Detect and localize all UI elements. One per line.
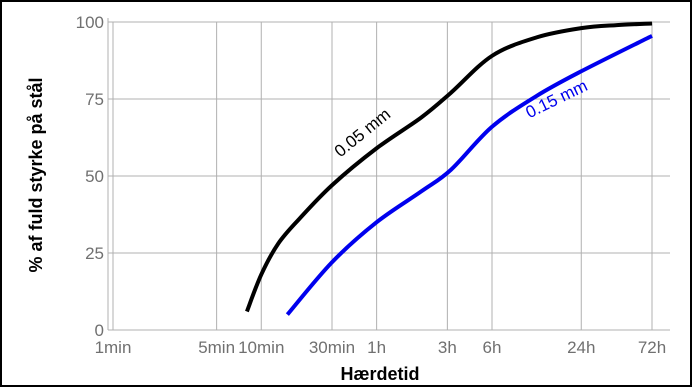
x-tick-label: 5min — [198, 338, 235, 357]
x-tick-label: 10min — [238, 338, 284, 357]
x-tick-label: 1min — [95, 338, 132, 357]
series-layer — [245, 21, 653, 316]
axes: 0 25 50 75 100 1min 5min 10min 30min 1h 3h 6h 24h 72h — [76, 13, 667, 357]
series-line-2 — [285, 34, 653, 316]
grid — [108, 21, 670, 331]
y-tick-label: 0 — [95, 321, 104, 340]
x-tick-label: 3h — [438, 338, 457, 357]
series-line-1 — [245, 21, 653, 313]
y-axis-title: % af fuld styrke på stål — [26, 77, 46, 272]
y-tick-label: 25 — [85, 244, 104, 263]
x-axis-title: Hærdetid — [340, 364, 419, 384]
x-tick-label: 30min — [309, 338, 355, 357]
y-tick-label: 75 — [85, 90, 104, 109]
y-tick-label: 100 — [76, 13, 104, 32]
x-tick-label: 6h — [483, 338, 502, 357]
x-tick-label: 1h — [367, 338, 386, 357]
x-tick-label: 72h — [638, 338, 666, 357]
x-tick-label: 24h — [567, 338, 595, 357]
y-tick-label: 50 — [85, 167, 104, 186]
